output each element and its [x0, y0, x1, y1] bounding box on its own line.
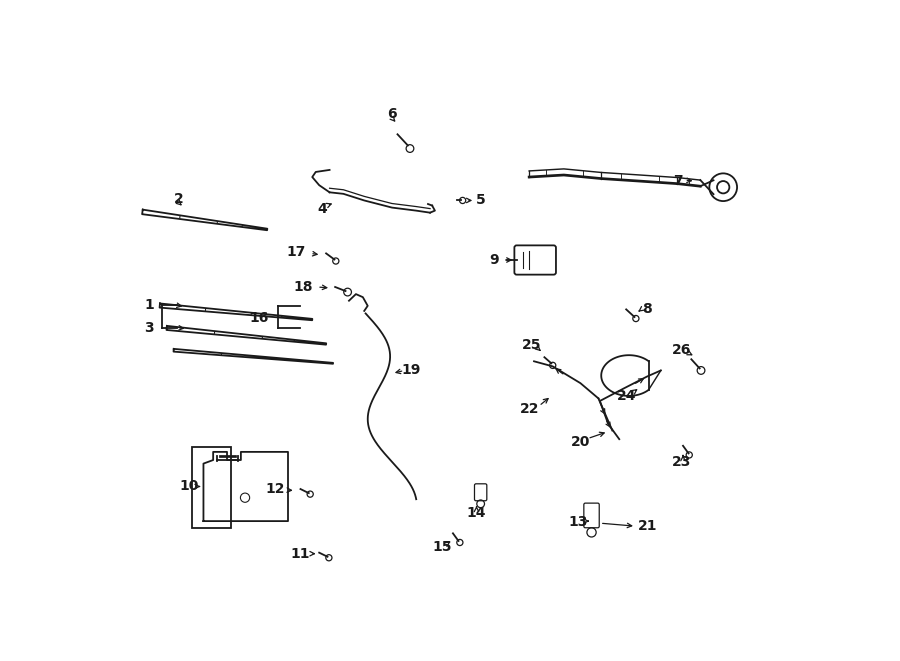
- Text: 19: 19: [401, 364, 421, 377]
- Text: 4: 4: [318, 202, 328, 216]
- Text: 12: 12: [266, 482, 285, 496]
- Text: 6: 6: [387, 107, 397, 121]
- Text: 7: 7: [672, 174, 682, 188]
- Text: 2: 2: [174, 192, 184, 206]
- Text: 18: 18: [293, 280, 313, 294]
- Bar: [193, 447, 231, 528]
- Text: 3: 3: [145, 321, 154, 334]
- Text: 11: 11: [291, 547, 310, 561]
- Text: 16: 16: [249, 311, 268, 325]
- Text: 20: 20: [571, 435, 590, 449]
- Text: 23: 23: [672, 455, 691, 469]
- Text: 21: 21: [638, 519, 658, 533]
- Text: 17: 17: [286, 245, 306, 259]
- Text: 9: 9: [490, 253, 500, 267]
- Text: 10: 10: [179, 479, 199, 494]
- Text: 15: 15: [432, 539, 452, 553]
- Text: 13: 13: [568, 515, 588, 529]
- Text: 25: 25: [522, 338, 542, 352]
- Text: 14: 14: [467, 506, 486, 520]
- Text: 8: 8: [642, 302, 652, 317]
- Text: 22: 22: [519, 402, 539, 416]
- Text: 26: 26: [672, 343, 691, 357]
- Text: 24: 24: [616, 389, 636, 403]
- Text: 5: 5: [476, 194, 485, 208]
- Text: 1: 1: [145, 298, 154, 312]
